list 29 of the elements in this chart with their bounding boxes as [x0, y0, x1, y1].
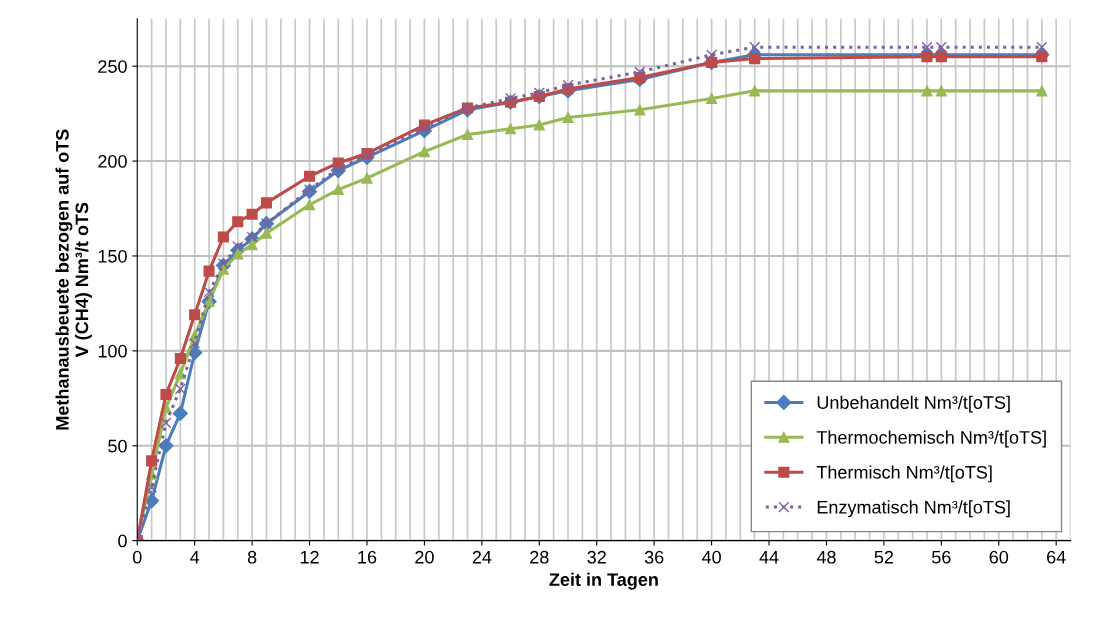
x-tick-label: 28 — [530, 550, 549, 564]
legend-label: Thermisch Nm³/t[oTS] — [816, 465, 992, 483]
x-tick-label: 64 — [1047, 550, 1066, 564]
legend-label: Enzymatisch Nm³/t[oTS] — [817, 500, 1010, 518]
x-tick-label: 56 — [932, 550, 951, 564]
x-tick-label: 4 — [190, 551, 200, 564]
legend-label: Unbehandelt Nm³/t[oTS] — [817, 395, 1010, 413]
x-tick-label: 40 — [701, 550, 721, 564]
x-tick-label: 44 — [759, 551, 779, 564]
y-tick-label: 250 — [98, 60, 127, 73]
x-tick-label: 24 — [472, 550, 492, 564]
y-tick-label: 0 — [118, 534, 127, 548]
legend-label: Thermochemisch Nm³/t[oTS] — [816, 430, 1046, 448]
x-tick-label: 8 — [247, 550, 257, 564]
y-tick-label: 100 — [98, 344, 127, 358]
x-tick-label: 48 — [816, 550, 836, 564]
x-tick-label: 20 — [415, 550, 434, 564]
x-tick-label: 16 — [358, 550, 377, 564]
x-tick-label: 60 — [989, 550, 1009, 564]
x-tick-label: 52 — [874, 550, 894, 564]
x-axis-title: Zeit in Tagen — [549, 572, 658, 590]
y-tick-label: 150 — [98, 249, 127, 263]
y-tick-label: 200 — [98, 155, 127, 168]
x-tick-label: 12 — [300, 550, 319, 564]
x-tick-label: 0 — [132, 550, 142, 564]
y-axis-title: Methanausbeuete bezogen auf oTS V (CH4) Nm³/t oTS — [55, 129, 92, 430]
x-tick-label: 36 — [644, 550, 664, 564]
x-tick-label: 32 — [587, 550, 606, 564]
y-tick-label: 50 — [108, 439, 127, 453]
